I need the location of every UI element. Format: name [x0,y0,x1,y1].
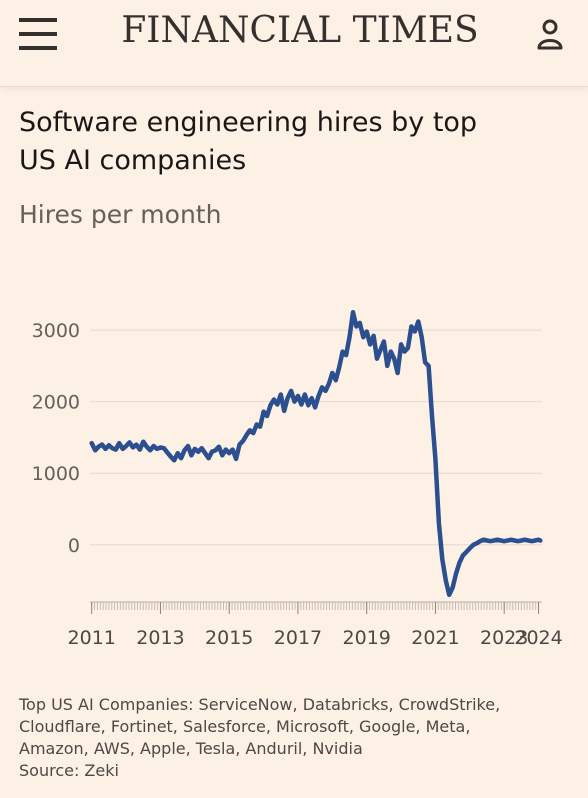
y-axis: 3000 2000 1000 0 [32,320,80,557]
x-tick-label: 2011 [68,627,116,649]
site-header: FINANCIAL TIMES [0,0,588,87]
chart-notes: Top US AI Companies: ServiceNow, Databri… [19,694,579,782]
x-tick-label: 2019 [343,627,391,649]
series-line [89,309,543,598]
source-line: Source: Zeki [19,761,119,780]
masthead-logo[interactable]: FINANCIAL TIMES [121,10,479,51]
notes-line: Top US AI Companies: ServiceNow, Databri… [19,695,501,714]
chart-title-line: Software engineering hires by top [19,107,478,138]
menu-icon-bar [19,18,57,22]
chart-title-line: US AI companies [19,145,247,176]
x-tick-label: 2013 [136,627,184,649]
x-tick-label: 2023 [480,627,528,649]
y-tick-label: 0 [68,535,80,557]
menu-icon-bar [19,46,57,50]
x-tick-label: 2015 [205,627,253,649]
y-tick-label: 2000 [32,392,80,414]
chart-subtitle: Hires per month [19,200,222,229]
user-icon[interactable] [534,16,566,52]
y-tick-label: 3000 [32,320,80,342]
notes-line: Cloudflare, Fortinet, Salesforce, Micros… [19,717,471,736]
y-tick-label: 1000 [32,463,80,485]
x-tick-label: 2021 [411,627,459,649]
menu-icon-bar [19,32,57,36]
notes-line: Amazon, AWS, Apple, Tesla, Anduril, Nvid… [19,739,363,758]
series-layer [89,309,543,598]
chart-title: Software engineering hires by top US AI … [19,104,569,180]
menu-icon[interactable] [19,18,57,50]
grid-layer [90,329,542,546]
x-tick-label: 2017 [274,627,322,649]
x-tick-label: 2024 [514,627,562,649]
